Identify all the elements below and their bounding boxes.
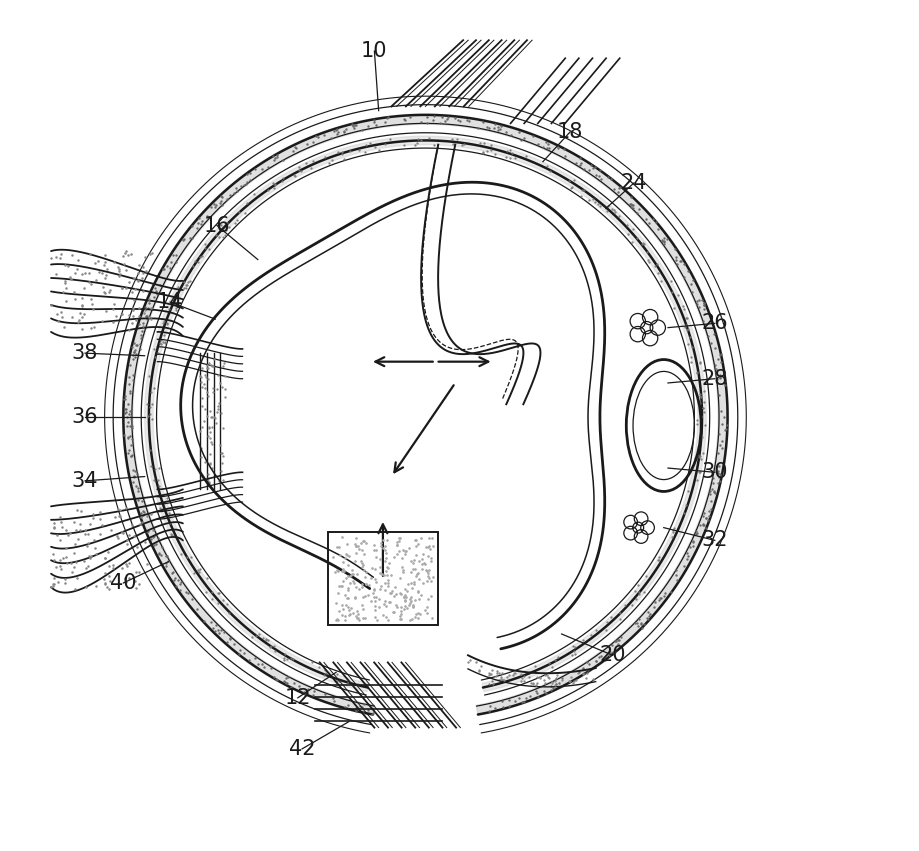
Text: 16: 16 bbox=[204, 215, 231, 236]
Text: 26: 26 bbox=[701, 313, 728, 334]
Polygon shape bbox=[122, 114, 729, 716]
Text: 30: 30 bbox=[701, 462, 728, 483]
Text: 40: 40 bbox=[110, 573, 137, 593]
Text: 38: 38 bbox=[72, 343, 98, 363]
Text: 28: 28 bbox=[701, 368, 728, 389]
Text: 24: 24 bbox=[620, 173, 647, 193]
Text: 36: 36 bbox=[72, 407, 98, 427]
Text: 12: 12 bbox=[285, 688, 311, 708]
Text: 20: 20 bbox=[599, 645, 626, 665]
Text: 42: 42 bbox=[289, 739, 315, 759]
Text: 14: 14 bbox=[157, 292, 184, 312]
Polygon shape bbox=[144, 136, 707, 692]
Text: 34: 34 bbox=[72, 471, 98, 491]
Bar bbox=[327, 532, 438, 625]
Text: 10: 10 bbox=[361, 41, 388, 61]
Text: 18: 18 bbox=[557, 122, 584, 142]
Text: 32: 32 bbox=[701, 530, 728, 551]
